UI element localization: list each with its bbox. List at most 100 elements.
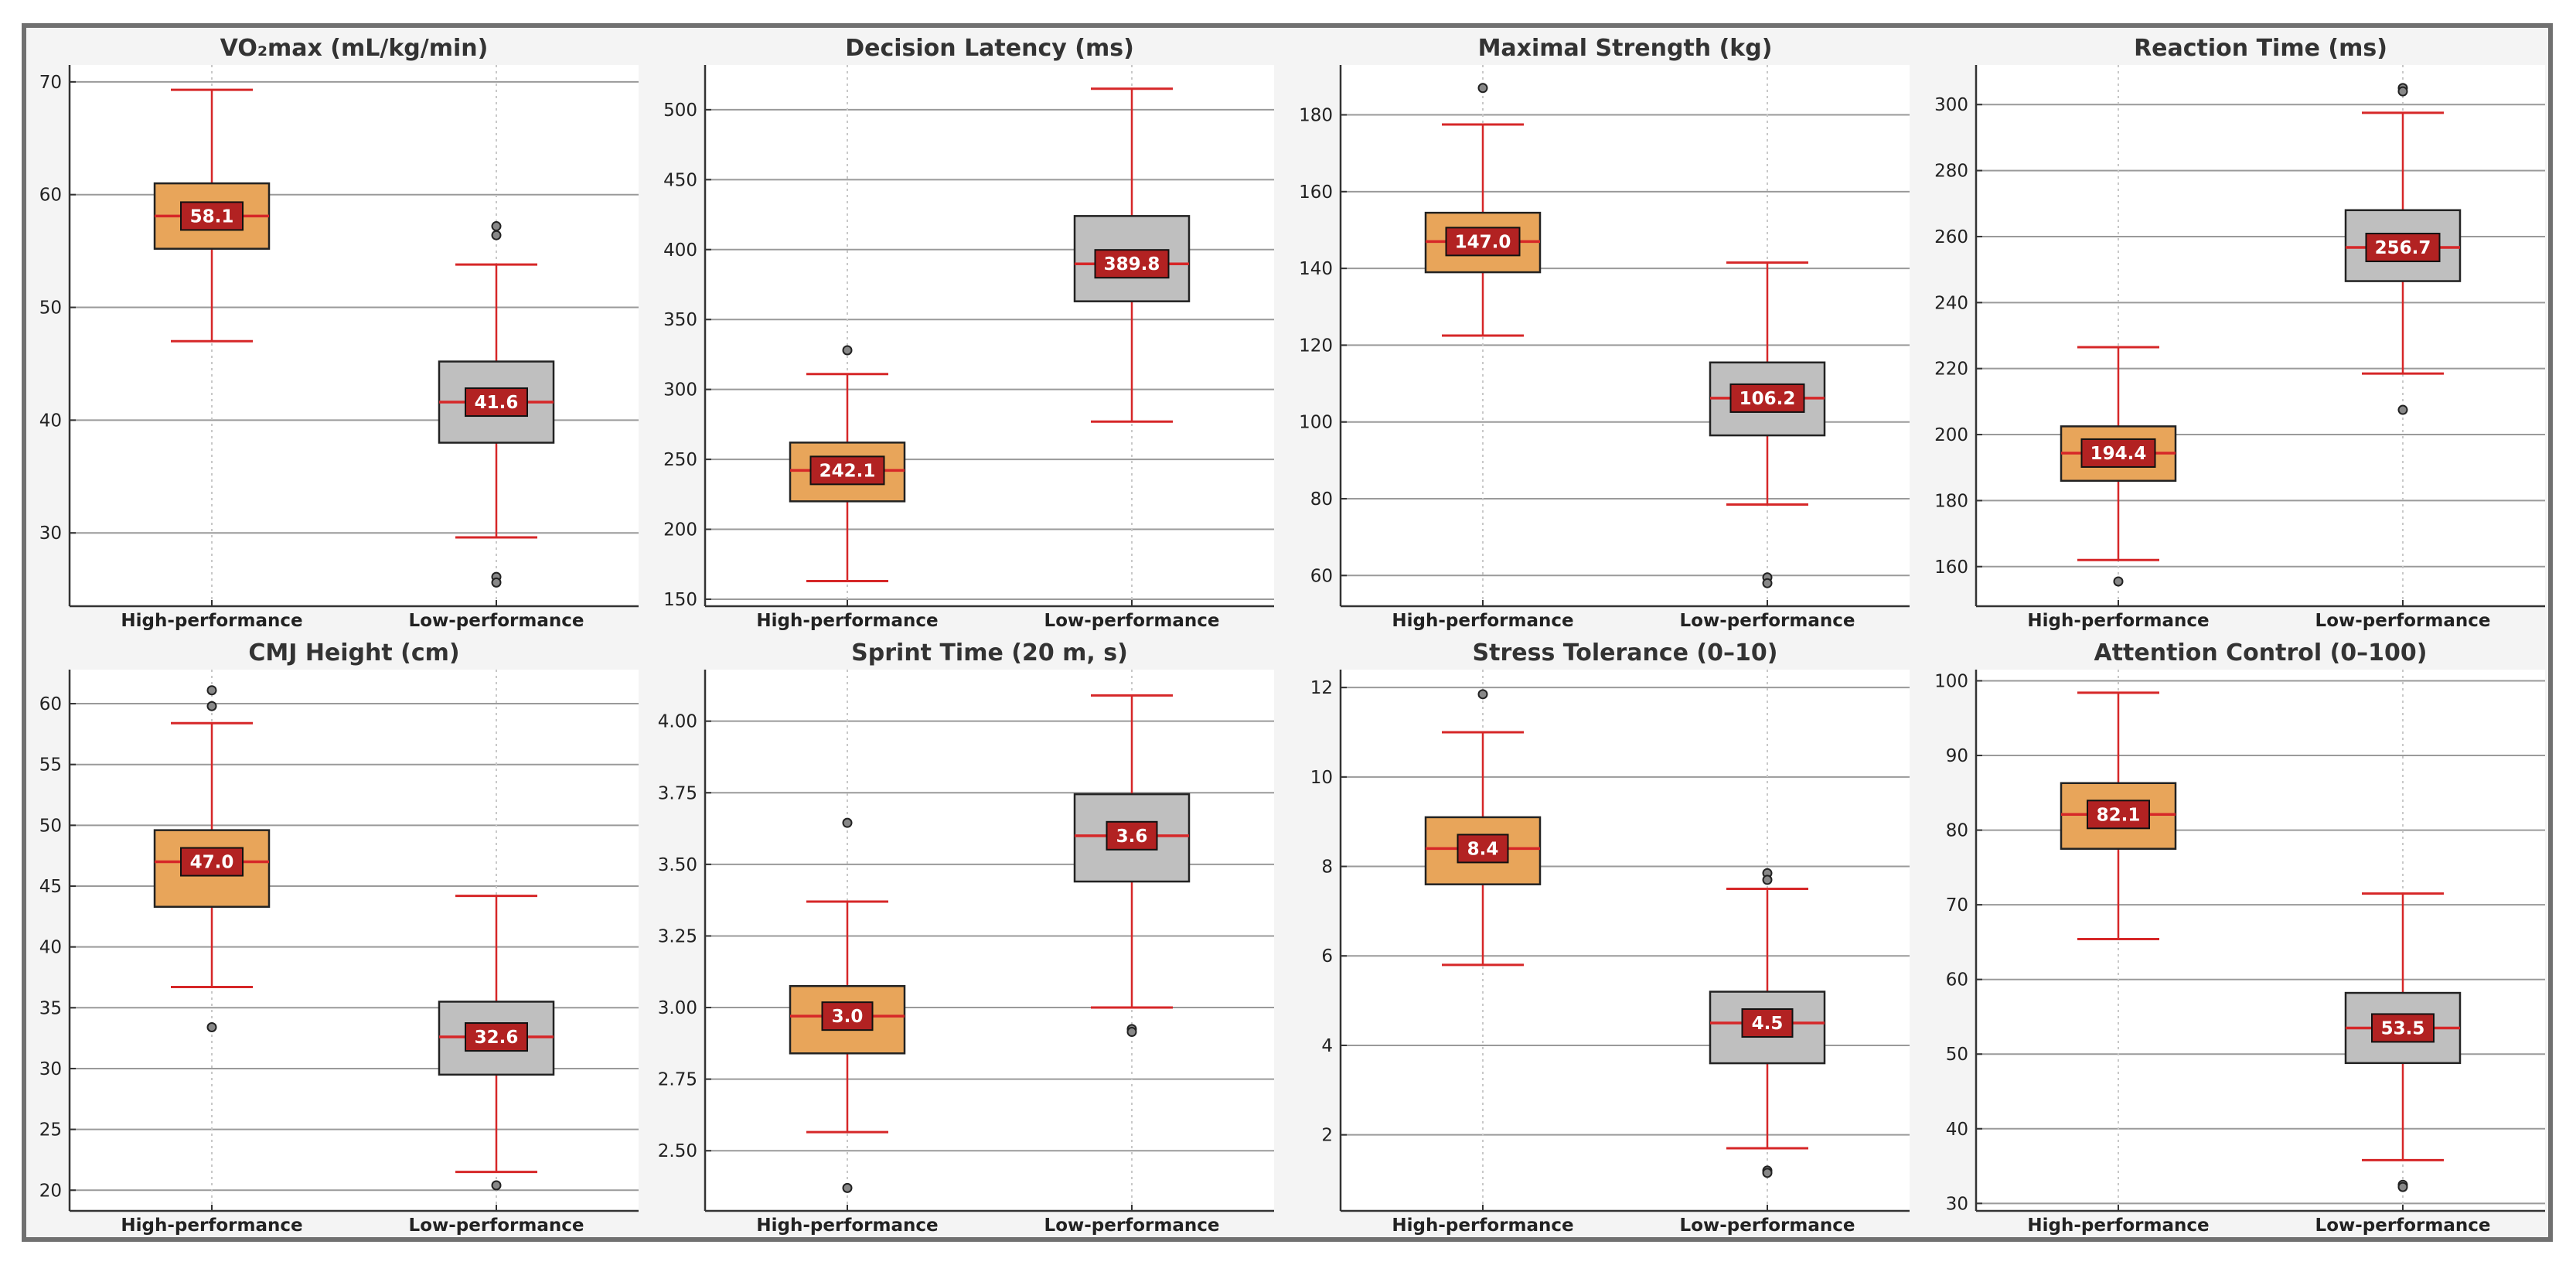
x-tick-label: Low-performance — [1044, 1216, 1220, 1236]
outlier-point — [491, 221, 502, 232]
plot-area — [705, 65, 1274, 606]
box-low-performance: 389.8 — [1073, 87, 1191, 423]
median-label: 41.6 — [475, 393, 519, 413]
x-tick-label: High-performance — [121, 1216, 302, 1236]
plot-area — [705, 670, 1274, 1211]
box-high-performance: 58.1 — [153, 88, 271, 343]
y-tick-label: 180 — [1934, 491, 1968, 511]
y-tick-label: 140 — [1299, 259, 1333, 279]
median-label: 256.7 — [2375, 238, 2431, 258]
plot-area — [1976, 670, 2545, 1211]
median-label-box — [180, 201, 244, 231]
median-label: 3.0 — [832, 1007, 864, 1027]
outlier-point — [2397, 404, 2408, 415]
box-low-performance: 256.7 — [2344, 83, 2462, 415]
x-tick-label: High-performance — [1392, 611, 1573, 631]
outlier-point — [2113, 576, 2124, 587]
outlier-point — [1762, 875, 1773, 885]
chart-title: CMJ Height (cm) — [248, 639, 459, 667]
median-label-box — [1094, 249, 1170, 279]
figure-frame: VO₂max (mL/kg/min) 30 40 50 60 70 58.1 41.6 High… — [22, 23, 2553, 1242]
chart-panel: VO₂max (mL/kg/min) 30 40 50 60 70 58.1 41.6 High… — [39, 35, 639, 631]
y-tick-label: 300 — [663, 380, 697, 401]
median-label-box — [2371, 1013, 2435, 1043]
chart-panel: Maximal Strength (kg) 60 80 100 120 140 160 180… — [1299, 35, 1910, 631]
y-tick-label: 40 — [39, 938, 62, 958]
median-label: 53.5 — [2381, 1018, 2425, 1038]
box-low-performance: 4.5 — [1709, 868, 1826, 1178]
median-label: 194.4 — [2090, 444, 2147, 464]
chart-title: Attention Control (0–100) — [2094, 639, 2427, 667]
x-tick-label: Low-performance — [1680, 1216, 1855, 1236]
y-tick-label: 100 — [1299, 413, 1333, 433]
y-tick-label: 350 — [663, 310, 697, 330]
y-tick-label: 6 — [1321, 946, 1333, 967]
y-tick-label: 300 — [1934, 95, 1968, 115]
y-tick-label: 200 — [1934, 425, 1968, 445]
y-tick-label: 2.75 — [658, 1070, 697, 1090]
x-tick-label: High-performance — [2027, 611, 2209, 631]
median-label: 8.4 — [1467, 839, 1499, 859]
x-tick-label: Low-performance — [1044, 611, 1220, 631]
median-label-box — [2365, 233, 2441, 263]
outlier-point — [842, 817, 853, 828]
plot-area — [1976, 65, 2545, 606]
median-label: 58.1 — [190, 206, 234, 227]
y-tick-label: 60 — [1310, 566, 1333, 586]
y-tick-label: 450 — [663, 170, 697, 190]
y-tick-label: 60 — [39, 186, 62, 206]
box-high-performance: 147.0 — [1424, 83, 1542, 337]
median-label-box — [1106, 820, 1158, 851]
box-low-performance: 3.6 — [1073, 694, 1191, 1038]
outlier-point — [2397, 1181, 2408, 1192]
box-low-performance: 32.6 — [438, 895, 555, 1191]
outlier-point — [1762, 1168, 1773, 1178]
y-tick-label: 2 — [1321, 1126, 1333, 1146]
y-tick-label: 55 — [39, 755, 62, 776]
box-high-performance: 242.1 — [789, 345, 906, 582]
y-tick-label: 30 — [39, 523, 62, 544]
y-tick-label: 260 — [1934, 227, 1968, 247]
median-label: 47.0 — [190, 853, 234, 873]
y-tick-label: 70 — [39, 73, 62, 93]
y-tick-label: 8 — [1321, 858, 1333, 878]
outlier-point — [1126, 1027, 1137, 1038]
box-high-performance: 82.1 — [2060, 691, 2177, 941]
y-tick-label: 240 — [1934, 293, 1968, 313]
median-label: 147.0 — [1455, 232, 1511, 252]
plot-area — [1341, 670, 1910, 1211]
y-tick-label: 180 — [1299, 106, 1333, 126]
chart-title: Stress Tolerance (0–10) — [1473, 639, 1778, 667]
median-label-box — [2087, 800, 2150, 830]
y-tick-label: 50 — [39, 298, 62, 319]
median-label-box — [1729, 383, 1805, 413]
chart-panel: Attention Control (0–100) 30 40 50 60 70 80 90 1… — [1934, 639, 2545, 1236]
x-tick-label: Low-performance — [409, 611, 584, 631]
y-tick-label: 30 — [39, 1059, 62, 1079]
x-tick-label: Low-performance — [1680, 611, 1855, 631]
median-label: 4.5 — [1752, 1014, 1784, 1034]
iqr-box — [789, 985, 906, 1055]
chart-panel: Sprint Time (20 m, s) 2.50 2.75 3.00 3.25 3.5… — [658, 639, 1274, 1236]
outlier-point — [1477, 83, 1488, 94]
median-label-box — [180, 847, 244, 877]
y-tick-label: 45 — [39, 877, 62, 897]
y-tick-label: 40 — [1946, 1120, 1968, 1140]
y-tick-label: 250 — [663, 450, 697, 470]
median-label: 82.1 — [2097, 805, 2141, 825]
median-label: 106.2 — [1739, 389, 1796, 409]
outlier-point — [842, 1182, 853, 1193]
chart-title: Maximal Strength (kg) — [1478, 35, 1773, 62]
y-tick-label: 200 — [663, 520, 697, 540]
y-tick-label: 30 — [1946, 1194, 1968, 1214]
box-low-performance: 106.2 — [1709, 261, 1826, 588]
y-tick-label: 3.75 — [658, 783, 697, 803]
y-tick-label: 90 — [1946, 746, 1968, 766]
y-tick-label: 12 — [1310, 678, 1333, 698]
plot-area — [70, 65, 639, 606]
outlier-point — [842, 345, 853, 356]
median-label: 32.6 — [475, 1028, 519, 1048]
outlier-point — [491, 577, 502, 588]
outlier-point — [206, 1021, 217, 1032]
x-tick-label: High-performance — [121, 611, 302, 631]
